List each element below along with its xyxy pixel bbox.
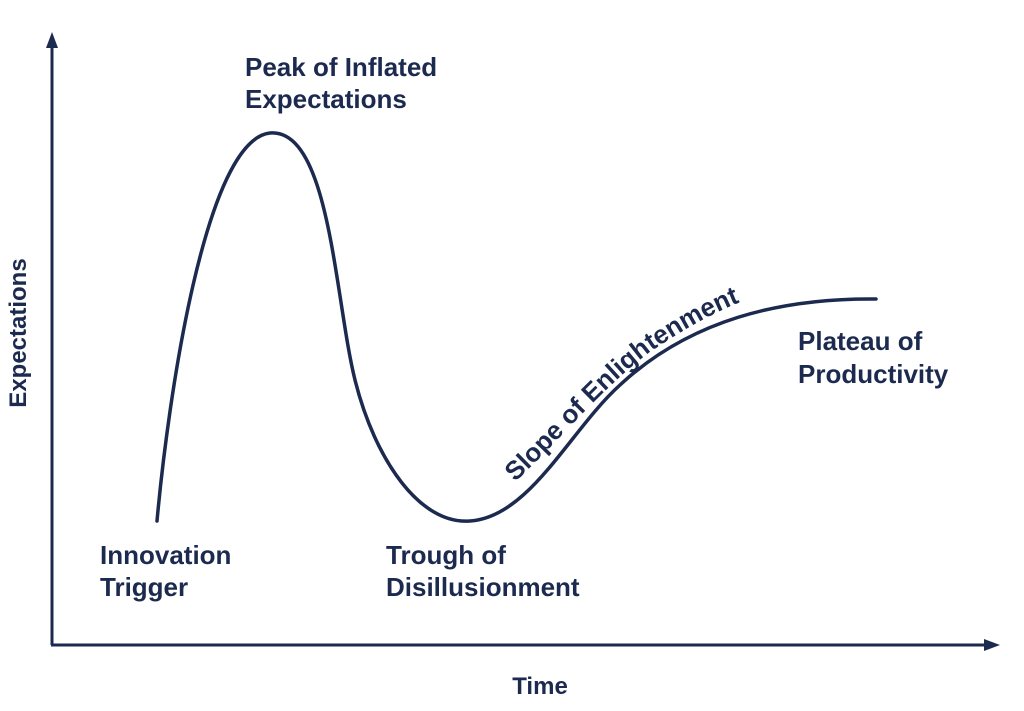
slope-label: Slope of Enlightenment <box>498 280 742 487</box>
hype-curve <box>155 131 878 523</box>
slope-label-text: Slope of Enlightenment <box>498 280 742 487</box>
trough-label-line1: Trough of <box>386 540 506 570</box>
plateau-label-line1: Plateau of <box>798 326 923 356</box>
x-axis-label: Time <box>512 673 568 700</box>
innovation-trigger-label: Innovation Trigger <box>100 540 239 602</box>
trough-label-line2: Disillusionment <box>386 572 580 602</box>
peak-label-line1: Peak of Inflated <box>245 52 437 82</box>
innovation-trigger-line2: Trigger <box>100 572 188 602</box>
trough-label: Trough of Disillusionment <box>386 540 580 602</box>
peak-label-line2: Expectations <box>245 84 407 114</box>
y-axis-label: Expectations <box>5 258 32 407</box>
x-axis-arrowhead <box>984 639 1000 651</box>
plateau-label: Plateau of Productivity <box>798 326 949 389</box>
y-axis-arrowhead <box>46 32 58 48</box>
plateau-label-line2: Productivity <box>798 359 949 389</box>
peak-label: Peak of Inflated Expectations <box>245 52 444 114</box>
innovation-trigger-line1: Innovation <box>100 540 231 570</box>
